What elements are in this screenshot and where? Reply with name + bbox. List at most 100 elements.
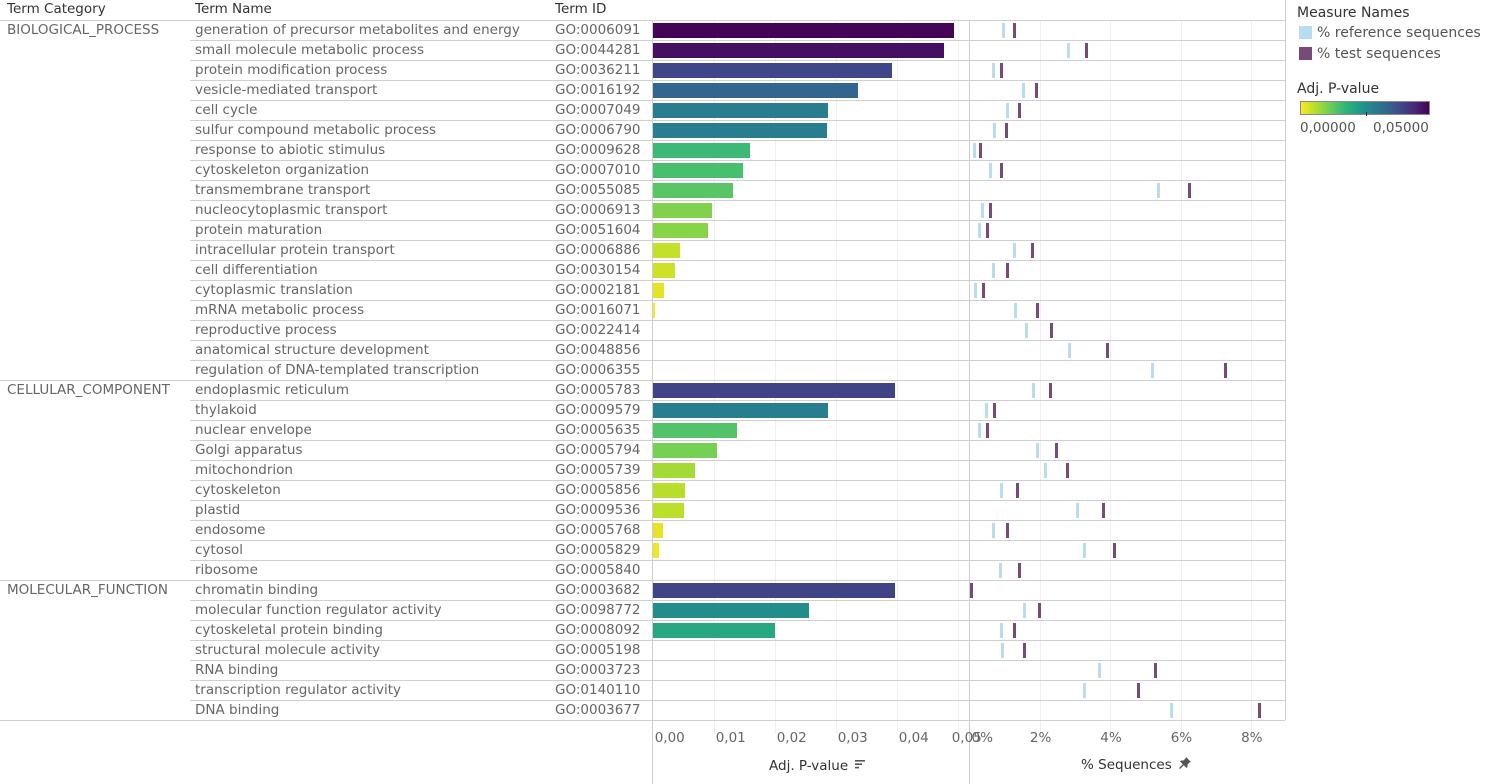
table-row[interactable] bbox=[190, 500, 1285, 520]
pvalue-bar[interactable] bbox=[652, 423, 737, 438]
legend-item-reference[interactable]: % reference sequences bbox=[1299, 25, 1481, 41]
reference-mark[interactable] bbox=[989, 163, 993, 178]
test-mark[interactable] bbox=[1223, 363, 1227, 378]
reference-mark[interactable] bbox=[1005, 103, 1009, 118]
pvalue-bar[interactable] bbox=[652, 143, 751, 158]
reference-mark[interactable] bbox=[980, 203, 984, 218]
test-mark[interactable] bbox=[1035, 303, 1039, 318]
pvalue-bar[interactable] bbox=[652, 463, 695, 478]
pvalue-bar[interactable] bbox=[652, 63, 892, 78]
pvalue-bar[interactable] bbox=[652, 583, 896, 598]
test-mark[interactable] bbox=[1018, 103, 1022, 118]
reference-mark[interactable] bbox=[1000, 483, 1004, 498]
reference-mark[interactable] bbox=[991, 63, 995, 78]
pvalue-bar[interactable] bbox=[652, 483, 686, 498]
reference-mark[interactable] bbox=[972, 143, 976, 158]
test-mark[interactable] bbox=[993, 403, 997, 418]
reference-mark[interactable] bbox=[1157, 183, 1161, 198]
reference-mark[interactable] bbox=[1067, 343, 1071, 358]
test-mark[interactable] bbox=[1005, 263, 1009, 278]
reference-mark[interactable] bbox=[1076, 503, 1080, 518]
test-mark[interactable] bbox=[1031, 243, 1035, 258]
table-row[interactable] bbox=[190, 660, 1285, 680]
reference-mark[interactable] bbox=[1001, 643, 1005, 658]
table-row[interactable] bbox=[190, 280, 1285, 300]
reference-mark[interactable] bbox=[977, 223, 981, 238]
pvalue-bar[interactable] bbox=[652, 183, 734, 198]
reference-mark[interactable] bbox=[993, 123, 997, 138]
reference-mark[interactable] bbox=[1150, 363, 1154, 378]
pvalue-bar[interactable] bbox=[652, 243, 681, 258]
reference-mark[interactable] bbox=[1000, 623, 1004, 638]
test-mark[interactable] bbox=[1054, 443, 1058, 458]
test-mark[interactable] bbox=[1022, 643, 1026, 658]
pvalue-bar[interactable] bbox=[652, 263, 676, 278]
reference-mark[interactable] bbox=[1066, 43, 1070, 58]
pvalue-bar[interactable] bbox=[652, 103, 828, 118]
test-mark[interactable] bbox=[1012, 623, 1016, 638]
legend-item-test[interactable]: % test sequences bbox=[1299, 46, 1441, 62]
test-mark[interactable] bbox=[1102, 503, 1106, 518]
table-row[interactable] bbox=[190, 700, 1285, 720]
pvalue-bar[interactable] bbox=[652, 523, 664, 538]
sort-icon[interactable] bbox=[855, 757, 866, 773]
test-mark[interactable] bbox=[1000, 63, 1004, 78]
test-mark[interactable] bbox=[982, 283, 986, 298]
reference-mark[interactable] bbox=[1097, 663, 1101, 678]
test-mark[interactable] bbox=[1015, 483, 1019, 498]
table-row[interactable] bbox=[190, 420, 1285, 440]
pvalue-bar[interactable] bbox=[652, 303, 656, 318]
test-mark[interactable] bbox=[1035, 83, 1039, 98]
test-mark[interactable] bbox=[1005, 523, 1009, 538]
table-row[interactable] bbox=[190, 260, 1285, 280]
test-mark[interactable] bbox=[1048, 383, 1052, 398]
table-row[interactable] bbox=[190, 320, 1285, 340]
pvalue-bar[interactable] bbox=[652, 543, 659, 558]
header-term-id[interactable]: Term ID bbox=[555, 1, 607, 17]
table-row[interactable] bbox=[190, 480, 1285, 500]
reference-mark[interactable] bbox=[984, 403, 988, 418]
reference-mark[interactable] bbox=[974, 283, 978, 298]
pvalue-axis-title[interactable]: Adj. P-value bbox=[769, 757, 866, 774]
test-mark[interactable] bbox=[1038, 603, 1042, 618]
header-term-name[interactable]: Term Name bbox=[195, 1, 272, 17]
sequences-axis-title[interactable]: % Sequences bbox=[1081, 757, 1192, 773]
table-row[interactable] bbox=[190, 460, 1285, 480]
reference-mark[interactable] bbox=[1083, 543, 1087, 558]
pvalue-bar[interactable] bbox=[652, 23, 955, 38]
pvalue-bar[interactable] bbox=[652, 383, 896, 398]
table-row[interactable] bbox=[190, 520, 1285, 540]
test-mark[interactable] bbox=[1065, 463, 1069, 478]
test-mark[interactable] bbox=[1084, 43, 1088, 58]
pvalue-bar[interactable] bbox=[652, 283, 665, 298]
reference-mark[interactable] bbox=[1083, 683, 1087, 698]
reference-mark[interactable] bbox=[968, 583, 972, 598]
test-mark[interactable] bbox=[1017, 563, 1021, 578]
reference-mark[interactable] bbox=[977, 423, 981, 438]
reference-mark[interactable] bbox=[1024, 323, 1028, 338]
test-mark[interactable] bbox=[1000, 163, 1004, 178]
test-mark[interactable] bbox=[1105, 343, 1109, 358]
pvalue-bar[interactable] bbox=[652, 203, 712, 218]
pin-icon[interactable] bbox=[1179, 757, 1192, 773]
test-mark[interactable] bbox=[1153, 663, 1157, 678]
reference-mark[interactable] bbox=[1043, 463, 1047, 478]
test-mark[interactable] bbox=[1013, 23, 1017, 38]
table-row[interactable] bbox=[190, 540, 1285, 560]
test-mark[interactable] bbox=[1004, 123, 1008, 138]
pvalue-bar[interactable] bbox=[652, 43, 945, 58]
pvalue-bar[interactable] bbox=[652, 403, 828, 418]
test-mark[interactable] bbox=[1137, 683, 1141, 698]
pvalue-bar[interactable] bbox=[652, 503, 684, 518]
reference-mark[interactable] bbox=[1021, 83, 1025, 98]
test-mark[interactable] bbox=[985, 423, 989, 438]
pvalue-bar[interactable] bbox=[652, 163, 743, 178]
pvalue-bar[interactable] bbox=[652, 623, 776, 638]
reference-mark[interactable] bbox=[1002, 23, 1006, 38]
pvalue-bar[interactable] bbox=[652, 223, 709, 238]
reference-mark[interactable] bbox=[1035, 443, 1039, 458]
test-mark[interactable] bbox=[989, 203, 993, 218]
reference-mark[interactable] bbox=[1014, 303, 1018, 318]
reference-mark[interactable] bbox=[1170, 703, 1174, 718]
reference-mark[interactable] bbox=[1022, 603, 1026, 618]
